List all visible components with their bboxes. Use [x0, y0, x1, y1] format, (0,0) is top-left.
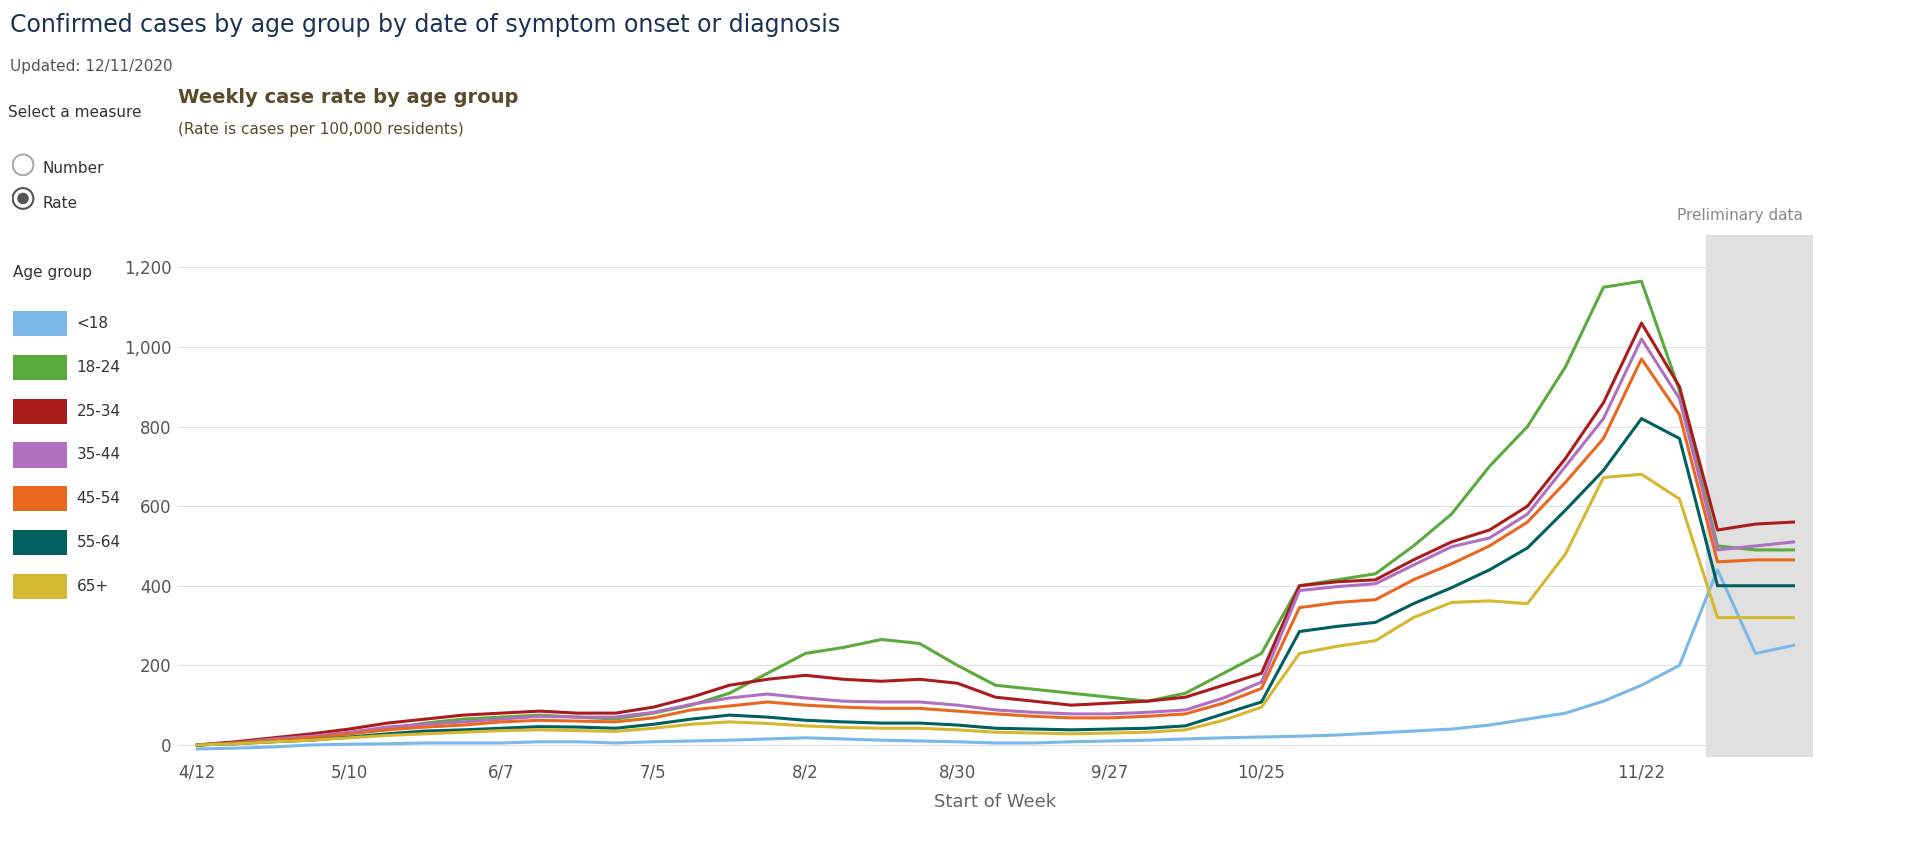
Bar [1707, 235, 1813, 757]
Text: Rate: Rate [42, 196, 77, 211]
Circle shape [17, 193, 29, 204]
X-axis label: Start of Week: Start of Week [934, 793, 1057, 811]
Text: Preliminary data: Preliminary data [1676, 208, 1803, 223]
Text: Weekly case rate by age group: Weekly case rate by age group [178, 88, 518, 108]
Text: Select a measure: Select a measure [8, 105, 142, 120]
Text: 45-54: 45-54 [77, 491, 121, 506]
Text: 25-34: 25-34 [77, 404, 121, 419]
Text: Age group: Age group [13, 265, 92, 280]
Text: 65+: 65+ [77, 579, 109, 594]
Text: <18: <18 [77, 316, 109, 331]
Text: 35-44: 35-44 [77, 447, 121, 463]
Text: Updated: 12/11/2020: Updated: 12/11/2020 [10, 59, 173, 74]
Text: 18-24: 18-24 [77, 360, 121, 375]
Text: (Rate is cases per 100,000 residents): (Rate is cases per 100,000 residents) [178, 122, 464, 137]
Text: Number: Number [42, 161, 104, 177]
Text: Confirmed cases by age group by date of symptom onset or diagnosis: Confirmed cases by age group by date of … [10, 13, 840, 37]
Text: 55-64: 55-64 [77, 535, 121, 550]
